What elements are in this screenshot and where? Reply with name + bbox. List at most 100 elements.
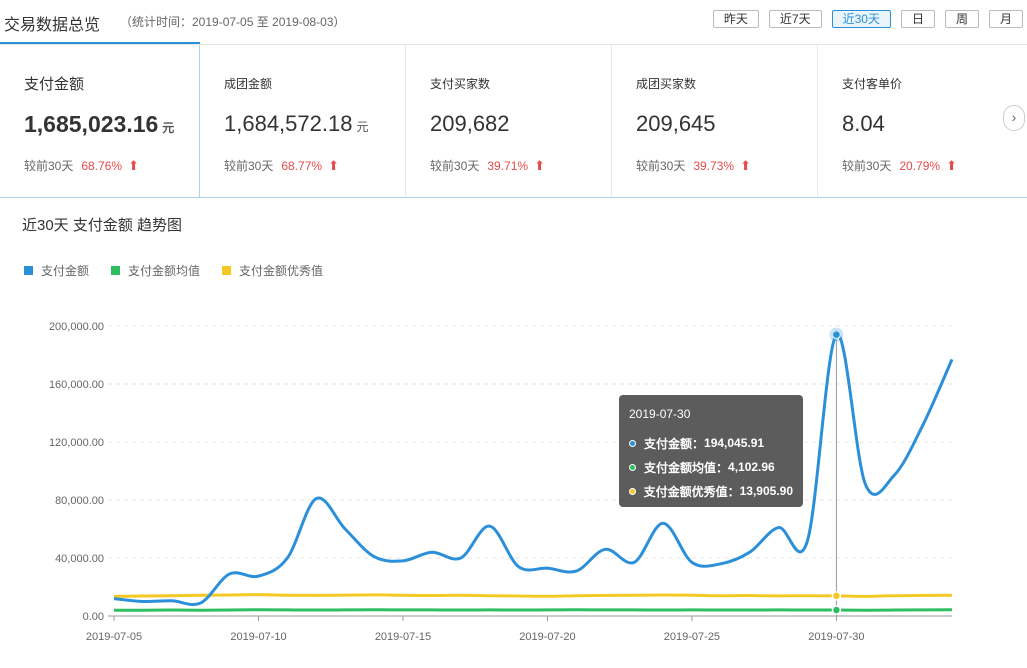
arrow-up-icon: ⬆ bbox=[946, 158, 957, 173]
metric-compare: 较前30天 68.77% ⬆ bbox=[224, 157, 339, 174]
data-point bbox=[460, 594, 462, 596]
data-point bbox=[344, 528, 346, 530]
data-point bbox=[517, 566, 519, 568]
series-line-2 bbox=[113, 593, 953, 598]
change-percent: 20.79% bbox=[899, 159, 941, 173]
dot-icon bbox=[629, 463, 636, 471]
metric-card-unit-price[interactable]: 支付客单价 8.04 较前30天 20.79% ⬆ bbox=[818, 45, 1024, 197]
dot-icon bbox=[629, 487, 636, 495]
data-point bbox=[691, 594, 693, 596]
data-point bbox=[633, 561, 635, 563]
x-tick-label: 2019-07-30 bbox=[808, 631, 864, 643]
tooltip-label: 支付金额： bbox=[644, 436, 705, 451]
metric-number: 209,645 bbox=[636, 111, 716, 136]
metric-label: 成团金额 bbox=[224, 77, 273, 91]
metric-unit: 元 bbox=[356, 120, 369, 134]
header: 交易数据总览 （统计时间：2019-07-05 至 2019-08-03） 昨天… bbox=[0, 0, 1027, 45]
data-point bbox=[286, 594, 288, 596]
change-percent: 68.77% bbox=[281, 159, 323, 173]
data-point bbox=[777, 595, 779, 597]
x-tick-label: 2019-07-15 bbox=[375, 631, 431, 643]
metric-compare: 较前30天 20.79% ⬆ bbox=[842, 157, 957, 174]
arrow-up-icon: ⬆ bbox=[740, 158, 751, 173]
data-point bbox=[662, 594, 664, 596]
arrow-up-icon: ⬆ bbox=[328, 158, 339, 173]
y-tick-label: 0.00 bbox=[83, 611, 104, 623]
data-point bbox=[286, 557, 288, 559]
tooltip-value: 194,045.91 bbox=[704, 436, 765, 450]
stat-period: （统计时间：2019-07-05 至 2019-08-03） bbox=[120, 15, 346, 29]
data-point bbox=[575, 609, 577, 611]
data-point bbox=[720, 595, 722, 597]
tooltip-row-excellent: 支付金额优秀值： 13,905.90 bbox=[629, 479, 793, 503]
data-point bbox=[142, 609, 144, 611]
data-point bbox=[228, 594, 230, 596]
data-point bbox=[777, 609, 779, 611]
range-30days-button[interactable]: 近30天 bbox=[831, 10, 891, 28]
data-point bbox=[604, 594, 606, 596]
x-tick-label: 2019-07-25 bbox=[664, 631, 720, 643]
change-percent: 39.73% bbox=[693, 159, 735, 173]
data-point bbox=[488, 595, 490, 597]
data-point bbox=[546, 609, 548, 611]
data-point bbox=[315, 609, 317, 611]
data-point bbox=[113, 609, 115, 611]
range-day-button[interactable]: 日 bbox=[900, 10, 935, 28]
range-month-button[interactable]: 月 bbox=[988, 10, 1023, 28]
data-point bbox=[864, 483, 866, 485]
data-point bbox=[951, 609, 953, 611]
metric-compare: 较前30天 39.71% ⬆ bbox=[430, 157, 545, 174]
metric-card-paying-buyers[interactable]: 支付买家数 209,682 较前30天 39.71% ⬆ bbox=[406, 45, 612, 197]
metric-label: 支付金额 bbox=[24, 76, 85, 93]
data-point bbox=[142, 600, 144, 602]
arrow-up-icon: ⬆ bbox=[128, 158, 139, 173]
metric-value: 209,682 bbox=[430, 111, 510, 137]
range-week-button[interactable]: 周 bbox=[944, 10, 979, 28]
compare-label: 较前30天 bbox=[224, 159, 274, 173]
data-point bbox=[604, 609, 606, 611]
data-point bbox=[806, 539, 808, 541]
legend-label: 支付金额优秀值 bbox=[239, 264, 324, 278]
data-point bbox=[546, 567, 548, 569]
trend-chart[interactable]: 0.00 40,000.00 80,000.00 120,000.00 160,000.… bbox=[0, 300, 1027, 668]
data-point bbox=[951, 594, 953, 596]
data-point bbox=[199, 602, 201, 604]
compare-label: 较前30天 bbox=[24, 159, 74, 173]
data-point bbox=[199, 594, 201, 596]
chart-legend: 支付金额 支付金额均值 支付金额优秀值 bbox=[24, 262, 323, 279]
metric-card-payment-amount[interactable]: 支付金额 1,685,023.16 元 较前30天 68.76% ⬆ bbox=[0, 45, 200, 197]
data-point bbox=[171, 600, 173, 602]
data-point bbox=[831, 329, 842, 340]
metric-value: 8.04 bbox=[842, 111, 885, 137]
data-point bbox=[749, 594, 751, 596]
legend-label: 支付金额均值 bbox=[128, 264, 201, 278]
header-divider bbox=[0, 44, 1027, 45]
data-point bbox=[402, 609, 404, 611]
chevron-right-icon[interactable]: › bbox=[1003, 105, 1025, 131]
data-point bbox=[344, 594, 346, 596]
legend-item-excellent[interactable]: 支付金额优秀值 bbox=[222, 262, 323, 279]
tooltip-value: 13,905.90 bbox=[739, 484, 793, 498]
data-point bbox=[720, 609, 722, 611]
metric-card-group-buyers[interactable]: 成团买家数 209,645 较前30天 39.73% ⬆ bbox=[612, 45, 818, 197]
highlight-halo bbox=[829, 327, 844, 342]
legend-swatch-icon bbox=[222, 266, 232, 275]
dot-icon bbox=[629, 439, 636, 447]
metric-number: 1,685,023.16 bbox=[24, 111, 159, 137]
data-point bbox=[373, 609, 375, 611]
data-point bbox=[315, 497, 317, 499]
legend-item-payment[interactable]: 支付金额 bbox=[24, 262, 89, 279]
arrow-up-icon: ⬆ bbox=[534, 158, 545, 173]
legend-item-average[interactable]: 支付金额均值 bbox=[111, 262, 200, 279]
data-point bbox=[831, 591, 842, 601]
data-point bbox=[922, 594, 924, 596]
range-yesterday-button[interactable]: 昨天 bbox=[712, 10, 759, 28]
data-point bbox=[113, 597, 115, 599]
data-point bbox=[460, 609, 462, 611]
metric-card-group-amount[interactable]: 成团金额 1,684,572.18 元 较前30天 68.77% ⬆ bbox=[200, 45, 406, 197]
data-point bbox=[575, 595, 577, 597]
metric-label: 支付买家数 bbox=[430, 77, 491, 91]
range-7days-button[interactable]: 近7天 bbox=[768, 10, 822, 28]
data-point bbox=[893, 474, 895, 476]
data-point bbox=[691, 609, 693, 611]
